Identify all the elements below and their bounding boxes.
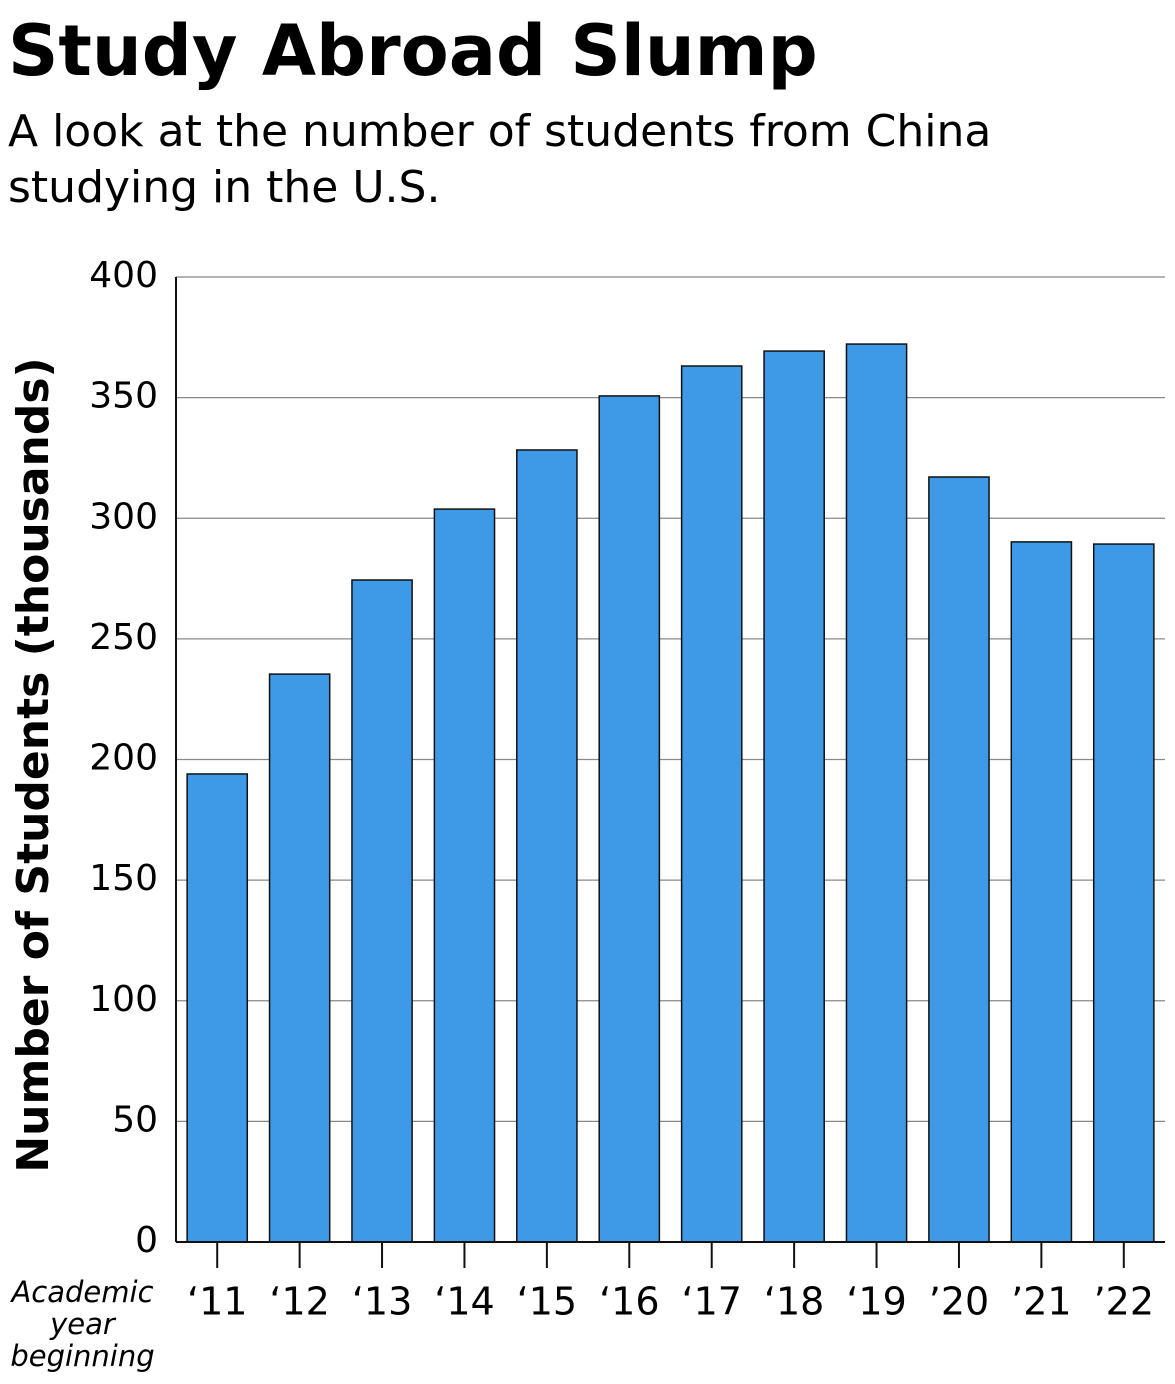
bar [928,476,990,1243]
bar [598,395,661,1243]
bar [268,673,331,1243]
x-tick-label: ‘19 [846,1280,906,1324]
x-axis-title: Academic year beginning [10,1275,155,1373]
chart-subtitle: A look at the number of students from Ch… [8,106,992,213]
chart-title: Study Abroad Slump [8,10,818,92]
x-tick-label: ‘15 [517,1280,577,1324]
y-tick-label: 50 [112,1099,158,1140]
y-axis-title: Number of Students (thousands) [8,357,59,1172]
bar [351,579,413,1243]
y-tick-label: 300 [89,496,158,537]
bar [516,449,578,1243]
y-tick-label: 250 [89,617,158,658]
x-tick-label: ‘18 [764,1280,824,1324]
x-tick-label: ‘17 [681,1280,741,1324]
y-tick-label: 350 [89,376,158,417]
y-tick-label: 200 [89,738,158,779]
y-tick-label: 100 [89,979,158,1020]
x-tick-label: ’21 [1011,1280,1071,1324]
bar [763,350,825,1243]
bar [680,365,743,1243]
bar [1092,543,1155,1243]
x-tick-label: ’22 [1094,1280,1154,1324]
y-tick-label: 0 [135,1220,158,1261]
bar [1010,541,1073,1243]
bar [186,773,249,1243]
x-tick-label: ‘12 [269,1280,329,1324]
x-tick-label: ‘16 [599,1280,659,1324]
y-tick-label: 400 [89,255,158,296]
x-tick-label: ‘13 [352,1280,412,1324]
bar [433,508,496,1243]
x-tick-label: ’20 [929,1280,989,1324]
x-tick-label: ‘14 [434,1280,494,1324]
x-tick-label: ‘11 [187,1280,247,1324]
y-tick-label: 150 [89,858,158,899]
bar [845,343,908,1243]
